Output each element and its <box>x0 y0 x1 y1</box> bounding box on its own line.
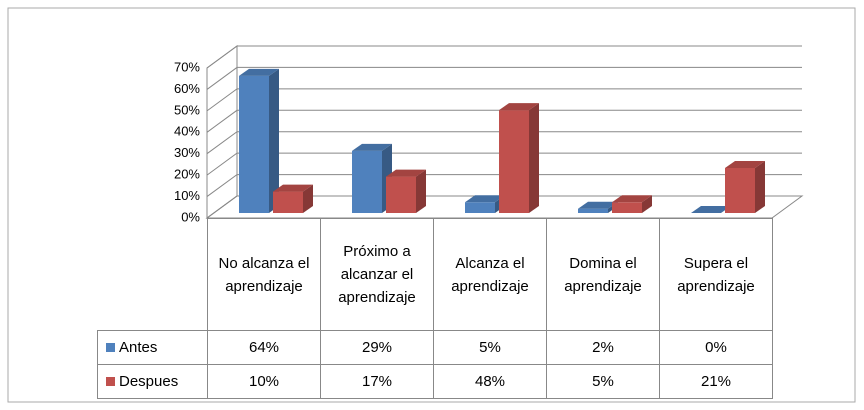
bar <box>239 68 279 213</box>
bar <box>499 103 539 213</box>
category-label: Supera el aprendizaje <box>659 218 773 331</box>
bar-top <box>499 103 539 111</box>
bar-front <box>612 202 642 213</box>
side-wall <box>206 45 238 219</box>
data-table: No alcanza el aprendizaje Próximo a alcan… <box>97 218 773 399</box>
grid-line <box>206 195 802 219</box>
y-tick-label: 0% <box>181 209 200 224</box>
bar-side <box>269 68 279 213</box>
bar-top <box>273 184 313 192</box>
series-row: Despues 10% 17% 48% 5% 21% <box>97 364 773 399</box>
bar-front <box>352 150 382 213</box>
value-label: 10% <box>207 364 321 399</box>
value-label: 17% <box>320 364 434 399</box>
y-tick-label: 70% <box>174 59 200 74</box>
bar <box>386 169 426 213</box>
y-tick-label: 40% <box>174 124 200 139</box>
y-tick-label: 10% <box>174 188 200 203</box>
bar-side <box>529 103 539 213</box>
bar-front <box>273 191 303 213</box>
y-tick-label: 50% <box>174 102 200 117</box>
category-label: No alcanza el aprendizaje <box>207 218 321 331</box>
legend-label: Antes <box>119 339 158 356</box>
y-tick-label: 30% <box>174 145 200 160</box>
series-row: Antes 64% 29% 5% 2% 0% <box>97 330 773 365</box>
bar-side <box>642 195 652 213</box>
bar-side <box>416 169 426 213</box>
bar-side <box>303 184 313 213</box>
bar-top <box>578 201 618 209</box>
bar-front <box>465 202 495 213</box>
grid-line <box>206 109 802 133</box>
legend-label: Despues <box>119 373 179 390</box>
value-label: 29% <box>320 330 434 365</box>
category-label: Domina el aprendizaje <box>546 218 660 331</box>
grid-line <box>206 88 802 112</box>
value-label: 5% <box>433 330 547 365</box>
legend-cell: Antes <box>97 330 208 365</box>
value-label: 5% <box>546 364 660 399</box>
bar-front <box>578 208 608 213</box>
value-label: 21% <box>659 364 773 399</box>
bar-top <box>612 195 652 203</box>
value-label: 64% <box>207 330 321 365</box>
bar-front <box>239 75 269 213</box>
bar <box>691 206 731 213</box>
y-tick-label: 60% <box>174 81 200 96</box>
grid-line <box>206 131 802 155</box>
bar <box>612 195 652 213</box>
y-tick-label: 20% <box>174 167 200 182</box>
value-label: 2% <box>546 330 660 365</box>
category-label: Próximo a alcanzar el aprendizaje <box>320 218 434 331</box>
bar-front <box>386 176 416 213</box>
bar <box>725 161 765 213</box>
grid-line <box>206 45 802 69</box>
bar-front <box>725 168 755 213</box>
bar-top <box>465 195 505 203</box>
bar-top <box>352 143 392 151</box>
bar-side <box>755 161 765 213</box>
legend-swatch <box>106 377 115 386</box>
value-label: 0% <box>659 330 773 365</box>
bar-top <box>725 161 765 168</box>
legend-swatch <box>106 343 115 352</box>
header-row: No alcanza el aprendizaje Próximo a alcan… <box>98 218 773 331</box>
grid-line <box>206 152 802 176</box>
bar-top <box>239 68 279 76</box>
legend-cell: Despues <box>97 364 208 399</box>
bar-front <box>499 110 529 213</box>
bar-top <box>386 169 426 177</box>
grid-line <box>206 66 802 90</box>
bar-top <box>691 206 731 213</box>
value-label: 48% <box>433 364 547 399</box>
grid-line <box>206 174 802 197</box>
bar <box>273 184 313 213</box>
category-label: Alcanza el aprendizaje <box>433 218 547 331</box>
chart-border <box>7 7 856 403</box>
blank-cell <box>98 219 208 331</box>
